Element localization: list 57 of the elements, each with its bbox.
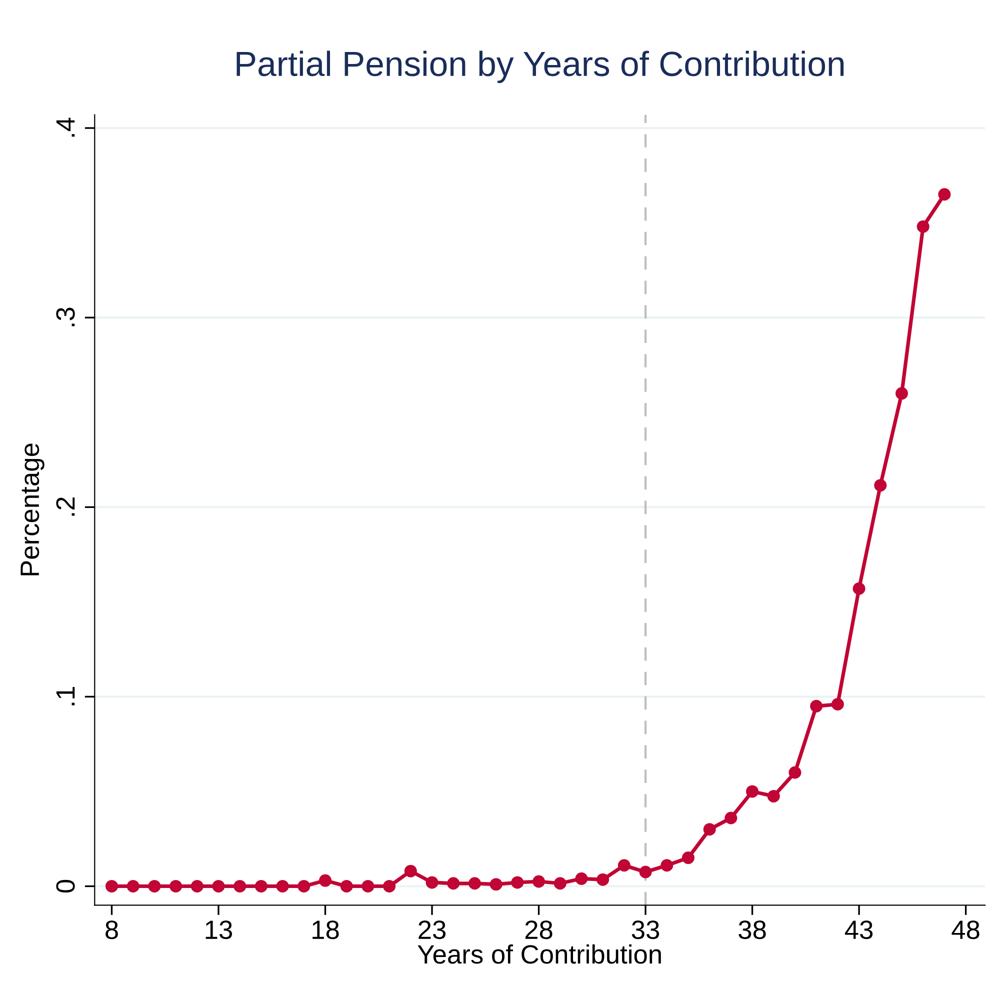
x-axis-title: Years of Contribution [418, 944, 661, 964]
point [212, 880, 225, 892]
point [810, 700, 823, 712]
point [596, 873, 610, 886]
chart-title: Partial Pension by Years of Contribution [236, 50, 844, 84]
point [831, 698, 844, 711]
point [426, 876, 438, 889]
point [575, 872, 588, 885]
point [362, 880, 374, 892]
point [852, 582, 866, 595]
point [703, 823, 716, 836]
x-tick-label: 43 [844, 920, 873, 940]
point [126, 880, 140, 892]
point [767, 790, 780, 802]
x-tick-label: 33 [632, 920, 660, 940]
y-axis-title: Percentage [20, 444, 44, 576]
point [639, 866, 652, 878]
point [938, 188, 951, 201]
point [276, 880, 289, 892]
point [298, 880, 310, 892]
point [105, 880, 118, 892]
point [682, 852, 694, 864]
point [874, 479, 887, 492]
x-tick-label: 8 [106, 920, 118, 940]
point [554, 877, 566, 890]
point [490, 878, 502, 891]
point [148, 880, 161, 892]
x-tick-label: 23 [418, 920, 446, 940]
point [660, 859, 674, 872]
point [916, 220, 930, 233]
point [319, 874, 332, 887]
point [190, 880, 204, 892]
point [383, 880, 396, 892]
point [746, 785, 759, 798]
point [254, 880, 268, 892]
point [447, 877, 460, 890]
y-tick-label: .3 [56, 308, 75, 326]
point [532, 875, 546, 888]
point [724, 812, 738, 824]
x-tick-label: 48 [952, 920, 980, 940]
y-tick-label: 0 [56, 880, 75, 893]
point [511, 876, 524, 889]
y-tick-label: .1 [56, 686, 75, 706]
point [170, 880, 182, 892]
point [618, 859, 630, 872]
point [234, 880, 246, 892]
x-tick-label: 18 [312, 920, 339, 940]
y-tick-label: .4 [56, 118, 75, 137]
point [404, 864, 417, 878]
point [468, 877, 481, 890]
x-tick-label: 13 [206, 920, 232, 940]
x-tick-label: 38 [738, 920, 766, 940]
point [788, 766, 802, 779]
x-tick-label: 28 [525, 920, 552, 940]
point [340, 880, 353, 892]
point [895, 387, 908, 400]
y-tick-label: .2 [56, 497, 75, 516]
